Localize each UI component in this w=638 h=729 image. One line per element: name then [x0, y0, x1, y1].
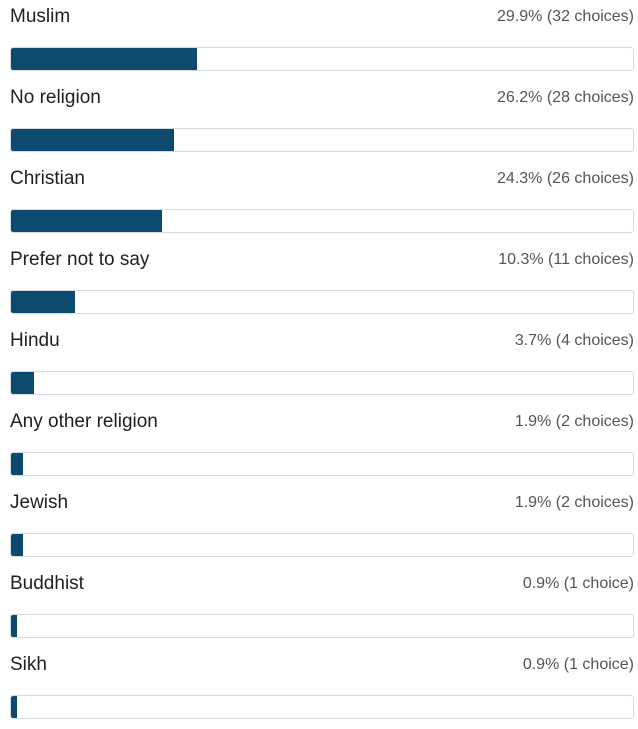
- bar-fill: [11, 696, 17, 718]
- bar-fill: [11, 534, 23, 556]
- option-percentage: 24.3% (26 choices): [497, 170, 634, 187]
- option-label: Buddhist: [10, 573, 84, 594]
- option-percentage: 3.7% (4 choices): [514, 332, 634, 349]
- option-label: Prefer not to say: [10, 249, 150, 270]
- bar-track: [10, 290, 634, 314]
- bar-fill: [11, 210, 163, 232]
- result-row: Christian 24.3% (26 choices): [10, 162, 634, 243]
- option-percentage: 10.3% (11 choices): [498, 251, 634, 268]
- result-row: Any other religion 1.9% (2 choices): [10, 405, 634, 486]
- result-row: Jewish 1.9% (2 choices): [10, 486, 634, 567]
- option-percentage: 26.2% (28 choices): [497, 89, 634, 106]
- option-percentage: 29.9% (32 choices): [497, 8, 634, 25]
- option-label: Hindu: [10, 330, 60, 351]
- result-row: Hindu 3.7% (4 choices): [10, 324, 634, 405]
- option-percentage: 1.9% (2 choices): [514, 494, 634, 511]
- bar-fill: [11, 453, 23, 475]
- bar-track: [10, 128, 634, 152]
- option-label: Christian: [10, 168, 85, 189]
- option-label: Muslim: [10, 6, 71, 27]
- result-row: No religion 26.2% (28 choices): [10, 81, 634, 162]
- option-percentage: 1.9% (2 choices): [514, 413, 634, 430]
- bar-track: [10, 371, 634, 395]
- bar-track: [10, 533, 634, 557]
- bar-track: [10, 695, 634, 719]
- bar-fill: [11, 48, 197, 70]
- option-label: Jewish: [10, 492, 69, 513]
- option-label: No religion: [10, 87, 101, 108]
- option-label: Any other religion: [10, 411, 158, 432]
- result-row: Buddhist 0.9% (1 choice): [10, 567, 634, 648]
- bar-track: [10, 47, 634, 71]
- bar-track: [10, 452, 634, 476]
- option-label: Sikh: [10, 654, 47, 675]
- result-row: Muslim 29.9% (32 choices): [10, 0, 634, 81]
- bar-fill: [11, 615, 17, 637]
- bar-track: [10, 614, 634, 638]
- bar-fill: [11, 291, 76, 313]
- result-row: Sikh 0.9% (1 choice): [10, 648, 634, 729]
- option-percentage: 0.9% (1 choice): [522, 656, 634, 673]
- result-row: Prefer not to say 10.3% (11 choices): [10, 243, 634, 324]
- option-percentage: 0.9% (1 choice): [522, 575, 634, 592]
- bar-fill: [11, 129, 174, 151]
- bar-fill: [11, 372, 34, 394]
- bar-track: [10, 209, 634, 233]
